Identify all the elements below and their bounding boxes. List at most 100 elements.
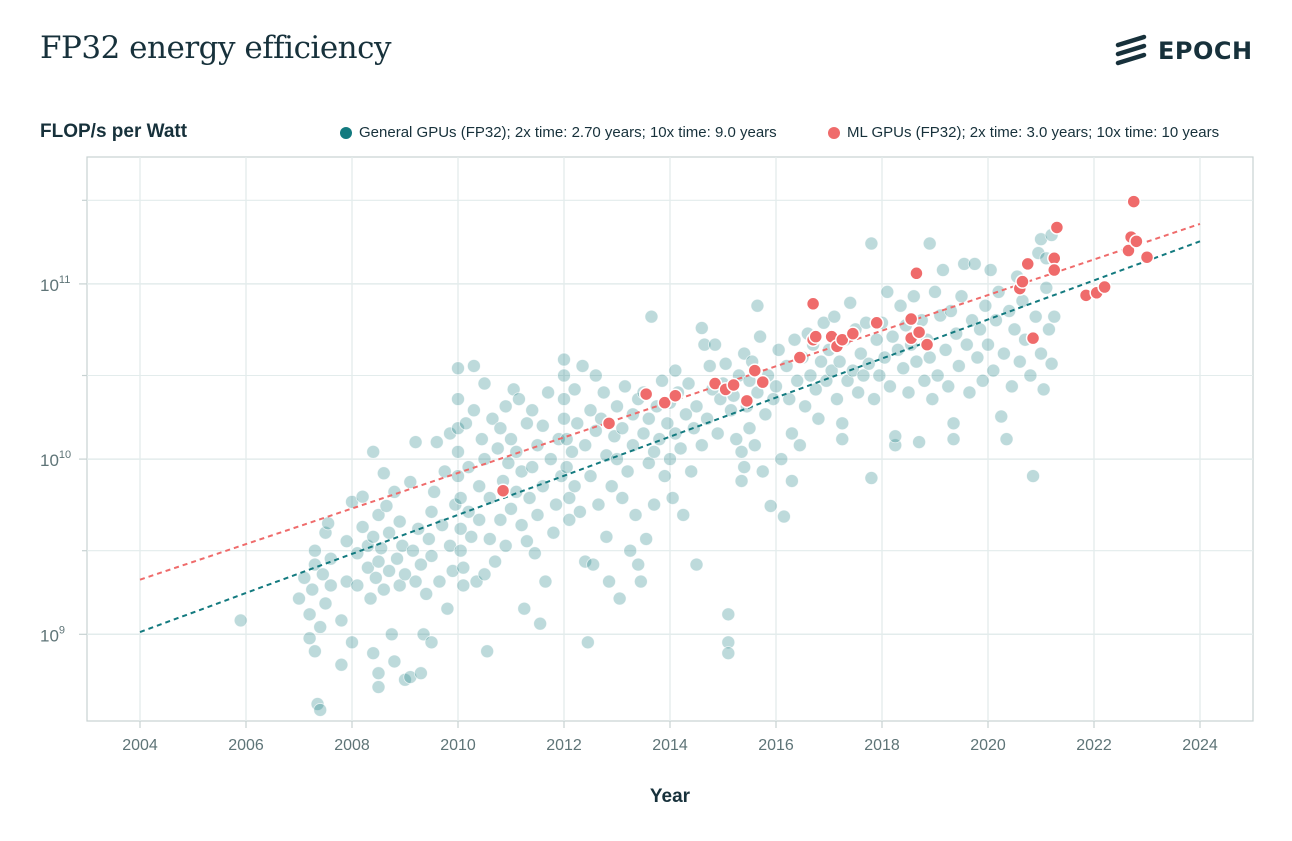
general-gpu-point: [880, 285, 895, 299]
general-gpu-point: [419, 587, 434, 601]
general-gpu-point: [509, 444, 524, 459]
general-gpu-point: [610, 452, 624, 466]
general-gpu-point: [824, 363, 839, 378]
general-gpu-point: [453, 491, 468, 505]
general-gpu-point: [766, 392, 781, 407]
general-gpu-point: [371, 508, 386, 522]
general-gpu-point: [456, 560, 471, 575]
general-gpu-point: [408, 435, 423, 450]
legend-general-label: General GPUs (FP32); 2x time: 2.70 years…: [359, 124, 777, 141]
general-gpu-point: [912, 435, 926, 450]
general-gpu-point: [856, 368, 871, 383]
general-gpu-point: [371, 680, 386, 694]
general-gpu-point: [901, 385, 916, 400]
general-gpu-point: [339, 574, 354, 589]
general-gpu-point: [689, 399, 704, 414]
general-gpu-point: [440, 601, 455, 616]
ml-gpu-point: [869, 315, 884, 331]
general-gpu-point: [387, 654, 402, 669]
epoch-logo-icon: [1115, 34, 1147, 66]
general-gpu-point: [435, 518, 450, 533]
general-gpu-point: [490, 441, 505, 456]
general-gpu-point: [424, 504, 439, 519]
x-axis-label: Year: [649, 786, 691, 807]
x-tick-label: 2022: [1076, 737, 1112, 754]
general-gpu-point: [485, 411, 500, 426]
general-gpu-point: [345, 635, 359, 650]
ml-gpu-point: [911, 324, 927, 340]
ml-gpu-point: [903, 311, 919, 327]
general-gpu-point: [459, 416, 473, 431]
epoch-logo: EPOCH: [1114, 34, 1253, 68]
general-gpu-point: [930, 368, 945, 383]
general-gpu-point: [787, 332, 802, 347]
general-gpu-point: [233, 613, 248, 628]
legend-general-gpus: General GPUs (FP32); 2x time: 2.70 years…: [340, 124, 777, 141]
general-gpu-point: [694, 438, 709, 453]
general-gpu-point: [869, 332, 884, 347]
general-gpu-point: [520, 416, 534, 431]
general-gpu-point: [798, 399, 813, 414]
ml-gpu-point: [755, 374, 770, 390]
general-gpu-point: [480, 644, 495, 659]
ml-gpu-point: [601, 416, 617, 431]
general-gpu-point: [549, 497, 563, 512]
general-gpu-point: [596, 385, 611, 400]
general-gpu-point: [384, 627, 399, 642]
ml-gpu-point: [657, 395, 672, 410]
general-gpu-point: [557, 352, 571, 367]
general-gpu-point: [883, 379, 897, 394]
general-gpu-point: [427, 484, 442, 499]
general-gpu-point: [750, 298, 765, 313]
general-gpu-point: [615, 491, 630, 505]
general-gpu-point: [633, 574, 648, 589]
general-gpu-point: [305, 582, 320, 597]
ml-gpu-point: [726, 377, 741, 393]
general-gpu-point: [371, 554, 386, 569]
general-gpu-point: [811, 411, 826, 426]
general-gpu-point: [792, 438, 807, 453]
general-gpu-point: [307, 543, 322, 558]
general-gpu-point: [631, 557, 646, 572]
general-gpu-point: [639, 532, 654, 546]
general-gpu-point: [530, 438, 545, 453]
general-gpu-point: [413, 666, 428, 681]
general-gpu-point: [1047, 309, 1062, 324]
general-gpu-point: [554, 469, 569, 483]
general-gpu-point: [970, 350, 985, 365]
general-gpu-point: [647, 497, 661, 512]
general-gpu-point: [392, 514, 407, 529]
general-gpu-point: [615, 421, 630, 436]
general-gpu-point: [946, 416, 961, 431]
general-gpu-point: [864, 471, 879, 485]
general-gpu-point: [482, 532, 497, 546]
general-gpu-point: [612, 591, 627, 606]
general-gpu-point: [562, 491, 577, 505]
general-gpu-point: [525, 403, 540, 418]
general-gpu-point: [376, 582, 391, 597]
general-gpu-point: [676, 508, 691, 522]
general-gpu-point: [567, 479, 582, 494]
general-gpu-point: [981, 337, 995, 352]
general-gpu-point: [498, 538, 513, 553]
general-gpu-point: [368, 570, 383, 585]
general-gpu-point: [451, 392, 465, 407]
general-gpu-point: [565, 444, 579, 459]
ml-gpu-point: [792, 350, 808, 365]
general-gpu-point: [323, 578, 338, 593]
general-gpu-point: [803, 368, 818, 383]
general-gpu-point: [504, 432, 518, 447]
general-gpu-point: [951, 359, 966, 373]
general-gpu-point: [501, 456, 516, 470]
x-tick-label: 2008: [334, 737, 370, 754]
general-gpu-point: [421, 532, 436, 546]
general-gpu-point: [313, 620, 328, 634]
legend-ml-gpus: ML GPUs (FP32); 2x time: 3.0 years; 10x …: [828, 124, 1219, 141]
general-gpu-point: [588, 368, 603, 383]
general-gpu-point: [535, 418, 550, 433]
general-gpu-point: [562, 512, 577, 527]
general-gpu-point: [403, 670, 418, 684]
general-gpu-point: [936, 263, 950, 277]
x-tick-label: 2016: [758, 737, 794, 754]
